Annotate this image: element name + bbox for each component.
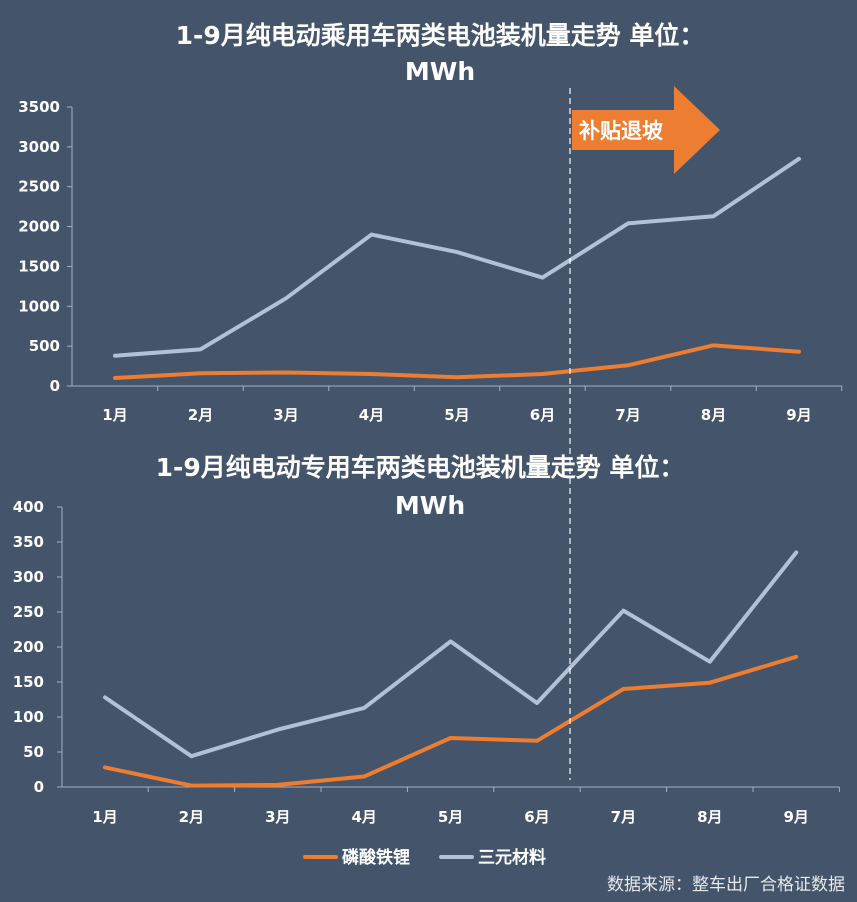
chart2-plot: 0 50 100 150 200 250 300 350 400 1月 2月 3月 4月 5月 6月 7月 8月… — [13, 498, 840, 826]
chart2-y-tick-label: 50 — [23, 743, 44, 761]
chart2-y-tick-label: 0 — [34, 778, 44, 796]
chart2-x-tick-label: 6月 — [524, 808, 549, 826]
chart1-y-tick-label: 1500 — [18, 257, 60, 275]
chart1-plot: 0 500 1000 1500 2000 2500 3000 3500 1月 2月 3月 4月 5月 6月… — [18, 98, 843, 424]
chart2-title-unit: MWh — [395, 491, 465, 520]
subsidy-arrow-annotation: 补贴退坡 — [572, 86, 720, 174]
chart1-x-tick-label: 4月 — [359, 406, 384, 424]
chart1-y-tick-label: 2500 — [18, 178, 60, 196]
chart2-x-tick-label: 8月 — [697, 808, 722, 826]
chart1-y-tick-label: 3000 — [18, 138, 60, 156]
legend-label-lfp: 磷酸铁锂 — [342, 847, 410, 868]
chart2-title: 1-9月纯电动专用车两类电池装机量走势 单位： — [156, 453, 685, 482]
chart1-x-tick-label: 6月 — [530, 406, 555, 424]
source-note: 数据来源：整车出厂合格证数据 — [607, 875, 845, 895]
chart2-y-tick-label: 250 — [13, 603, 44, 621]
chart2-x-tick-label: 4月 — [351, 808, 376, 826]
chart2-y-tick-label: 400 — [13, 498, 44, 516]
chart1-title: 1-9月纯电动乘用车两类电池装机量走势 单位： — [176, 21, 705, 50]
chart2-x-tick-label: 7月 — [611, 808, 636, 826]
chart1-x-tick-label: 2月 — [188, 406, 213, 424]
chart2-series-line-ncm — [103, 550, 799, 759]
chart2-y-tick-label: 350 — [13, 533, 44, 551]
chart2-series-line-lfp — [103, 654, 799, 788]
chart1-series-line-ncm — [113, 156, 801, 358]
chart2-y-tick-label: 200 — [13, 638, 44, 656]
chart1-y-tick-label: 500 — [29, 337, 60, 355]
chart1-x-tick-label: 9月 — [786, 406, 811, 424]
chart1-y-tick-label: 0 — [50, 377, 60, 395]
chart1-x-tick-label: 3月 — [273, 406, 298, 424]
chart1-x-tick-label: 7月 — [615, 406, 640, 424]
chart2-x-tick-label: 9月 — [783, 808, 808, 826]
chart1-x-tick-label: 1月 — [102, 406, 127, 424]
chart2-x-tick-label: 1月 — [92, 808, 117, 826]
chart2-y-tick-label: 300 — [13, 568, 44, 586]
chart1-x-tick-label: 5月 — [444, 406, 469, 424]
subsidy-arrow-shape — [572, 86, 720, 174]
chart2-x-tick-label: 3月 — [265, 808, 290, 826]
chart1-y-tick-label: 3500 — [18, 98, 60, 116]
chart1-x-tick-label: 8月 — [701, 406, 726, 424]
chart1-y-tick-label: 1000 — [18, 297, 60, 315]
chart2-x-tick-label: 2月 — [179, 808, 204, 826]
chart2-x-tick-label: 5月 — [438, 808, 463, 826]
legend: 磷酸铁锂 三元材料 — [303, 847, 546, 868]
chart2-y-tick-label: 150 — [13, 673, 44, 691]
legend-label-ncm: 三元材料 — [478, 847, 546, 868]
chart2-y-tick-label: 100 — [13, 708, 44, 726]
chart1-y-tick-label: 2000 — [18, 218, 60, 236]
subsidy-arrow-label: 补贴退坡 — [578, 119, 663, 143]
chart1-series-line-lfp — [113, 343, 801, 381]
chart1-title-unit: MWh — [405, 57, 475, 86]
